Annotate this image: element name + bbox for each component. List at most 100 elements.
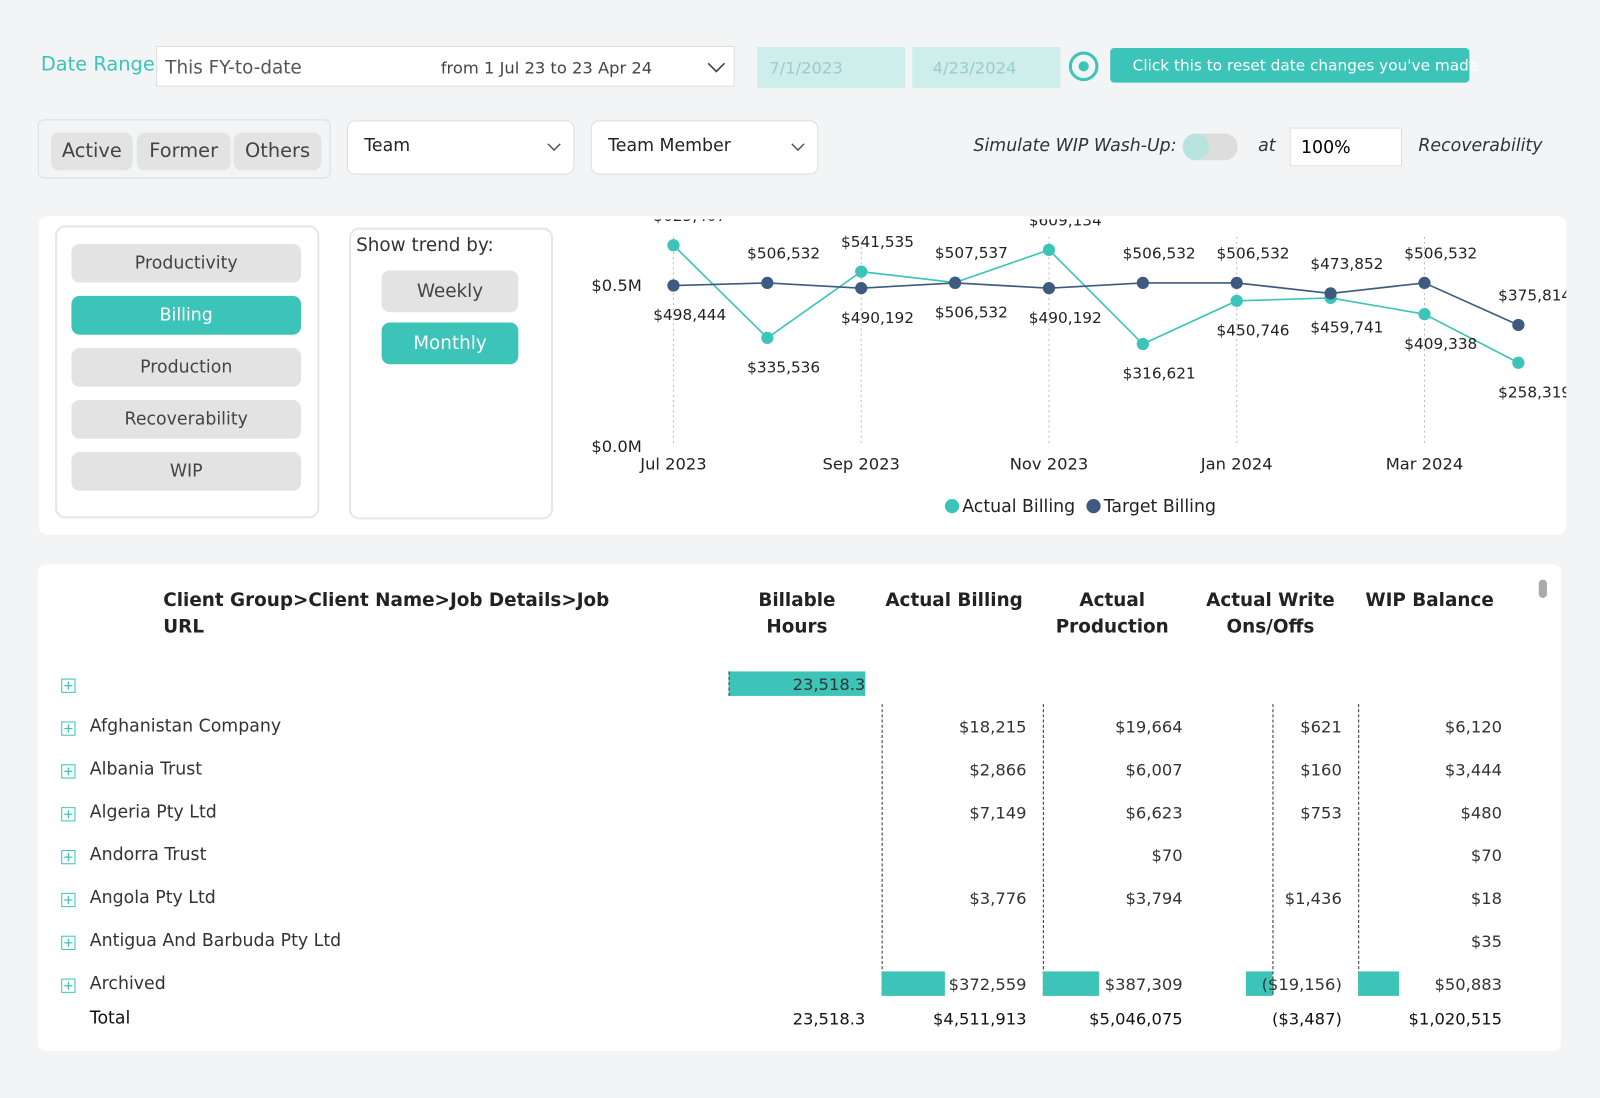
start-date[interactable]: 7/1/2023 (757, 46, 906, 88)
x-tick-label: Nov 2023 (1010, 454, 1089, 473)
legend-label: Actual Billing (962, 497, 1075, 517)
chevron (547, 142, 561, 151)
team-dropdown[interactable]: Team (346, 120, 575, 175)
column-header: Billable Hours (758, 589, 836, 638)
scrollbar[interactable] (1538, 579, 1547, 598)
data-point (667, 239, 680, 252)
bar-axis (1358, 704, 1360, 995)
table-panel (37, 564, 1562, 1052)
data-point (1418, 276, 1431, 290)
data-bar (1245, 971, 1273, 996)
expand-icon[interactable] (61, 935, 76, 950)
trend-button[interactable]: Monthly (381, 322, 519, 365)
cell: $480 (1460, 803, 1503, 823)
data-point (948, 276, 962, 290)
trend-button[interactable]: Weekly (381, 270, 519, 313)
data-bar (1042, 971, 1099, 996)
simulate-label: Simulate WIP Wash-Up: (973, 135, 1177, 157)
plus (64, 895, 73, 905)
y-tick-label: $0.5M (591, 276, 641, 295)
data-label: $473,852 (1310, 255, 1383, 273)
data-point (667, 279, 680, 292)
expand-icon[interactable] (61, 678, 76, 693)
chevron (707, 62, 726, 73)
date-range-label: Date Range: (40, 53, 162, 76)
data-label: $506,532 (935, 304, 1008, 322)
expand-icon[interactable] (61, 892, 76, 908)
end-date-text: 4/23/2024 (932, 58, 1017, 78)
expand-icon[interactable] (61, 721, 76, 736)
cell: ($19,156) (1261, 974, 1342, 994)
metric-button[interactable]: Production (71, 347, 302, 387)
reset-button[interactable] (1067, 50, 1100, 83)
data-label: $506,532 (1123, 244, 1196, 262)
data-label: $459,741 (1310, 319, 1383, 337)
cell: $7,149 (969, 803, 1027, 823)
metric-button[interactable]: WIP (71, 452, 302, 491)
total-cell: ($3,487) (1271, 1009, 1342, 1029)
cell: 23,518.3 (792, 674, 866, 694)
x-tick-label: Mar 2024 (1386, 454, 1463, 473)
total-cell: $1,020,515 (1408, 1009, 1503, 1029)
status-button[interactable]: Active (51, 132, 133, 171)
wash-up-toggle[interactable] (1182, 133, 1238, 161)
bar-axis (1272, 704, 1274, 995)
bar-axis (881, 704, 883, 995)
expand-icon[interactable] (61, 764, 76, 779)
cell: $6,120 (1444, 717, 1503, 737)
team-member-dropdown[interactable]: Team Member (590, 120, 819, 175)
row-label: Antigua And Barbuda Pty Ltd (89, 930, 342, 952)
plus (64, 810, 73, 819)
plus (64, 767, 73, 776)
metric-menu (55, 225, 320, 519)
legend-marker (1086, 498, 1101, 514)
data-point (1042, 243, 1056, 257)
data-label: $490,192 (1029, 309, 1102, 327)
x-tick-label: Sep 2023 (822, 454, 899, 473)
expand-icon[interactable] (61, 849, 76, 865)
trend-label: Show trend by: (356, 234, 494, 257)
end-date[interactable]: 4/23/2024 (912, 46, 1061, 88)
status-button[interactable]: Others (233, 132, 322, 171)
total-cell: 23,518.3 (792, 1009, 866, 1029)
cell: $18,215 (959, 717, 1027, 737)
total-cell: $4,511,913 (933, 1009, 1027, 1029)
data-point (855, 282, 868, 295)
start-date-text: 7/1/2023 (769, 58, 843, 78)
plus (64, 938, 73, 947)
metric-button[interactable]: Productivity (71, 243, 302, 283)
status-button[interactable]: Former (136, 132, 231, 171)
series-line (673, 282, 1519, 326)
data-label: $506,532 (1404, 244, 1477, 262)
data-label: $623,407 (653, 219, 726, 224)
row-label: Afghanistan Company (89, 716, 282, 737)
status-group (37, 119, 331, 179)
y-tick-label: $0.0M (591, 437, 641, 456)
data-label: $498,444 (653, 306, 726, 324)
x-tick-label: Jan 2024 (1200, 454, 1273, 473)
cell: $2,866 (969, 760, 1027, 780)
cell: $19,664 (1115, 717, 1183, 737)
data-point (1512, 318, 1525, 332)
column-header: Client Group>Client Name>Job Details>Job… (163, 589, 610, 638)
cell: $70 (1470, 845, 1503, 866)
data-label: $375,814 (1498, 286, 1566, 304)
metric-button[interactable]: Recoverability (71, 399, 302, 439)
plus (64, 853, 73, 862)
cell: $753 (1300, 803, 1342, 823)
plus (64, 681, 73, 690)
data-point (1230, 294, 1243, 307)
metric-button[interactable]: Billing (71, 295, 302, 335)
expand-icon[interactable] (61, 807, 76, 822)
column-header: Actual Billing (885, 589, 1023, 612)
data-label: $541,535 (841, 233, 914, 251)
data-point (761, 331, 774, 345)
data-point (1042, 282, 1056, 295)
data-label: $258,319 (1498, 383, 1566, 401)
expand-icon[interactable] (61, 978, 76, 993)
date-preset-dropdown[interactable]: This FY-to-date from 1 Jul 23 to 23 Apr … (156, 45, 735, 87)
data-bar (1358, 971, 1399, 996)
cell: $372,559 (948, 974, 1027, 994)
recoverability-input[interactable]: 100% (1289, 127, 1403, 167)
